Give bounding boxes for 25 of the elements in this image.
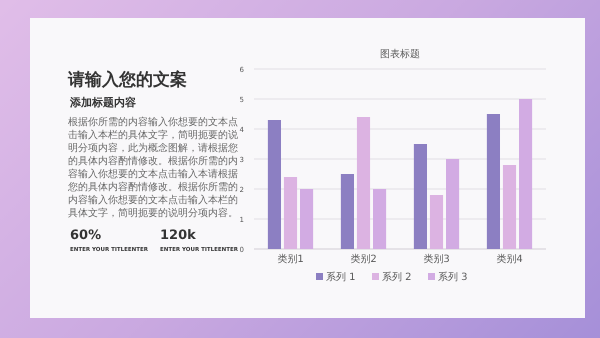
- x-tick-label: 类别3: [423, 253, 450, 265]
- bar: [340, 174, 354, 249]
- x-tick-label: 类别4: [496, 253, 523, 265]
- bar: [372, 189, 386, 249]
- bar: [430, 195, 444, 249]
- bar: [284, 177, 298, 249]
- text: 添加标题内容: [70, 96, 136, 109]
- legend-label: 系列 2: [382, 271, 412, 283]
- text: 120k: [160, 228, 197, 244]
- text: 60%: [70, 228, 102, 244]
- legend-label: 系列 3: [438, 271, 468, 283]
- bar: [446, 159, 460, 249]
- bar: [268, 120, 282, 249]
- bar: [518, 99, 532, 249]
- text: 请输入您的文案: [68, 70, 187, 90]
- bar: [486, 114, 500, 249]
- x-tick-label: 类别2: [350, 253, 377, 265]
- bar: [356, 117, 370, 249]
- text: 根据你所需的内容输入你想要的文本点击输入本栏的具体文字，简明扼要的说明分项内容，此为概念图解，请根据您的具体内容酌情修改。根据你所需的内容输入你想要的文本点击输入本请根据您的具体内容酌情修改。根据你所需的内容输入你想要的文本点击输入本栏的具体文字，简明扼要的说明分项内容。: [68, 116, 239, 220]
- legend-label: 系列 1: [326, 271, 356, 283]
- bar: [414, 144, 428, 249]
- chart-title: 图表标题: [380, 48, 420, 60]
- x-tick-label: 类别1: [277, 253, 304, 265]
- bar: [502, 165, 516, 249]
- bar: [300, 189, 314, 249]
